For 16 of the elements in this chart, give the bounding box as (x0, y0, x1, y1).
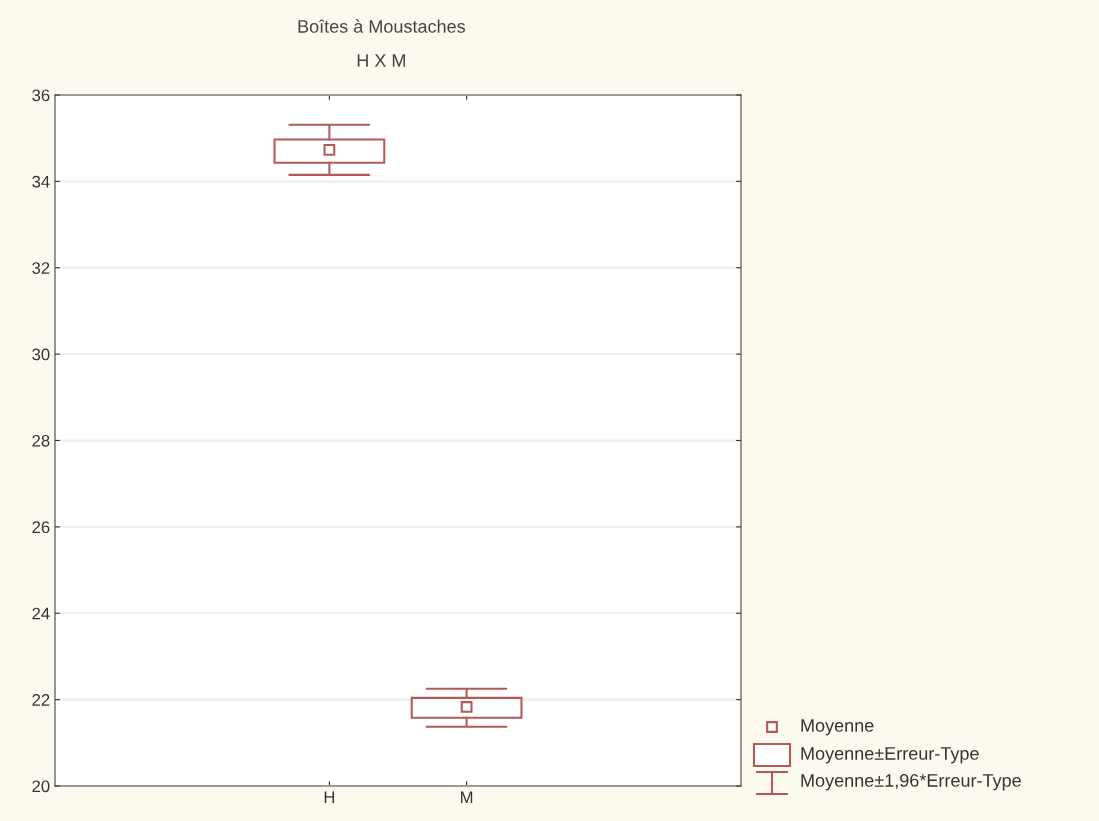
y-tick-label: 26 (32, 521, 50, 534)
y-tick-label: 20 (32, 780, 50, 793)
x-tick-label: M (461, 791, 473, 803)
chart-title: Boîtes à Moustaches (298, 19, 466, 33)
text: Moyenne±1,96*Erreur-Type (801, 774, 1021, 791)
y-tick-label: 34 (32, 175, 50, 188)
y-tick-label: 24 (32, 607, 50, 620)
y-tick-label: 22 (32, 694, 50, 706)
y-tick-label: 36 (32, 89, 50, 102)
y-tick-label: 32 (32, 262, 50, 274)
chart-subtitle: H X M (357, 54, 405, 67)
text: Moyenne±Erreur-Type (801, 747, 979, 764)
text: Moyenne (801, 719, 874, 736)
x-tick-label: H (324, 791, 335, 803)
y-tick-label: 30 (32, 348, 50, 361)
y-tick-label: 28 (32, 434, 50, 447)
